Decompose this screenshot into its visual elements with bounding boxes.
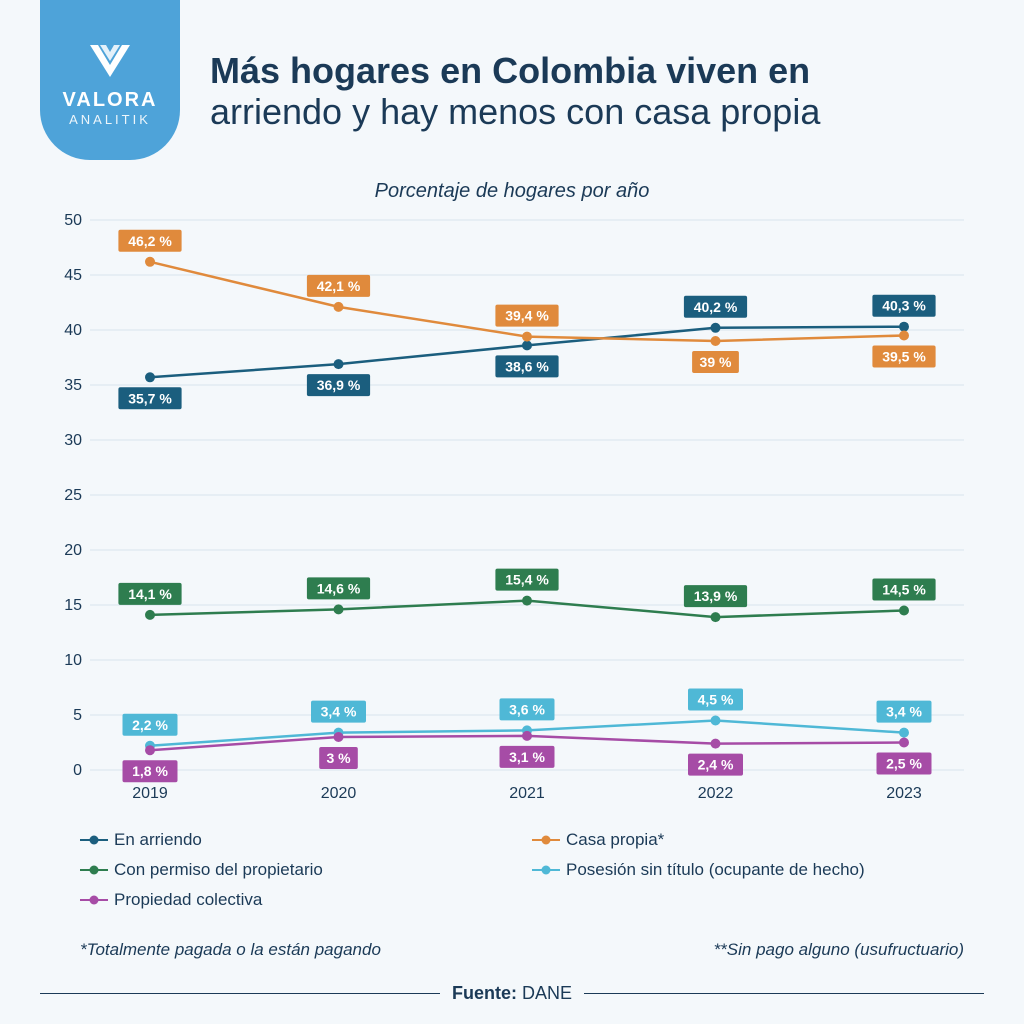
svg-text:39 %: 39 % [700, 354, 732, 370]
legend-item-colectiva: Propiedad colectiva [80, 890, 512, 910]
svg-text:42,1 %: 42,1 % [317, 278, 361, 294]
legend-label: Con permiso del propietario [114, 860, 323, 880]
svg-text:2022: 2022 [698, 785, 734, 802]
svg-text:13,9 %: 13,9 % [694, 588, 738, 604]
brand-subtitle: ANALITIK [69, 112, 151, 127]
source-text: Fuente: DANE [452, 983, 572, 1004]
footnote-right: **Sin pago alguno (usufructuario) [714, 940, 964, 960]
legend: En arriendo Casa propia* Con permiso del… [80, 830, 964, 910]
svg-text:39,4 %: 39,4 % [505, 308, 549, 324]
svg-text:2,5 %: 2,5 % [886, 756, 922, 772]
divider-line [40, 993, 440, 994]
svg-text:40: 40 [64, 322, 82, 339]
legend-item-propia: Casa propia* [532, 830, 964, 850]
svg-text:40,3 %: 40,3 % [882, 298, 926, 314]
svg-text:3,1 %: 3,1 % [509, 749, 545, 765]
source-row: Fuente: DANE [40, 983, 984, 1004]
footnotes: *Totalmente pagada o la están pagando **… [80, 940, 964, 960]
svg-text:39,5 %: 39,5 % [882, 349, 926, 365]
legend-item-permiso: Con permiso del propietario [80, 860, 512, 880]
svg-text:1,8 %: 1,8 % [132, 763, 168, 779]
legend-swatch-line [532, 869, 560, 871]
svg-text:2020: 2020 [321, 785, 357, 802]
source-label: Fuente: [452, 983, 517, 1003]
svg-text:3,6 %: 3,6 % [509, 701, 545, 717]
legend-label: Posesión sin título (ocupante de hecho) [566, 860, 865, 880]
legend-swatch-line [80, 869, 108, 871]
legend-label: Propiedad colectiva [114, 890, 262, 910]
svg-text:14,5 %: 14,5 % [882, 582, 926, 598]
footnote-left: *Totalmente pagada o la están pagando [80, 940, 381, 960]
legend-item-posesion: Posesión sin título (ocupante de hecho) [532, 860, 964, 880]
svg-text:45: 45 [64, 267, 82, 284]
svg-text:30: 30 [64, 432, 82, 449]
svg-text:35,7 %: 35,7 % [128, 390, 172, 406]
svg-text:15,4 %: 15,4 % [505, 572, 549, 588]
svg-text:5: 5 [73, 707, 82, 724]
svg-text:38,6 %: 38,6 % [505, 358, 549, 374]
legend-swatch-dot [542, 866, 551, 875]
svg-text:10: 10 [64, 652, 82, 669]
svg-text:35: 35 [64, 377, 82, 394]
brand-icon [88, 43, 132, 85]
legend-label: Casa propia* [566, 830, 664, 850]
svg-text:2019: 2019 [132, 785, 168, 802]
svg-text:36,9 %: 36,9 % [317, 377, 361, 393]
svg-text:2021: 2021 [509, 785, 545, 802]
title-block: Más hogares en Colombia viven en arriend… [210, 50, 984, 133]
legend-swatch-line [80, 839, 108, 841]
legend-item-arriendo: En arriendo [80, 830, 512, 850]
svg-text:2,4 %: 2,4 % [698, 757, 734, 773]
svg-text:3,4 %: 3,4 % [321, 704, 357, 720]
chart-subtitle: Porcentaje de hogares por año [0, 180, 1024, 203]
legend-swatch-dot [90, 896, 99, 905]
svg-text:25: 25 [64, 487, 82, 504]
title-line-2: arriendo y hay menos con casa propia [210, 91, 984, 132]
legend-swatch-dot [542, 836, 551, 845]
divider-line [584, 993, 984, 994]
svg-text:4,5 %: 4,5 % [698, 692, 734, 708]
svg-text:14,6 %: 14,6 % [317, 580, 361, 596]
source-value: DANE [522, 983, 572, 1003]
brand-name: VALORA [63, 89, 158, 112]
svg-text:15: 15 [64, 597, 82, 614]
legend-swatch-line [80, 899, 108, 901]
legend-swatch-dot [90, 866, 99, 875]
svg-text:2,2 %: 2,2 % [132, 717, 168, 733]
legend-label: En arriendo [114, 830, 202, 850]
svg-text:40,2 %: 40,2 % [694, 299, 738, 315]
title-line-1: Más hogares en Colombia viven en [210, 50, 984, 91]
svg-text:0: 0 [73, 762, 82, 779]
svg-text:2023: 2023 [886, 785, 922, 802]
legend-swatch-line [532, 839, 560, 841]
svg-text:3 %: 3 % [326, 750, 351, 766]
svg-text:50: 50 [64, 212, 82, 229]
brand-badge: VALORA ANALITIK [40, 0, 180, 160]
legend-swatch-dot [90, 836, 99, 845]
svg-text:3,4 %: 3,4 % [886, 704, 922, 720]
svg-text:14,1 %: 14,1 % [128, 586, 172, 602]
svg-text:46,2 %: 46,2 % [128, 233, 172, 249]
svg-text:20: 20 [64, 542, 82, 559]
line-chart: 0 5 10 15 20 25 30 35 40 45 50 2019 2020 2021 2022 2023… [50, 210, 984, 810]
